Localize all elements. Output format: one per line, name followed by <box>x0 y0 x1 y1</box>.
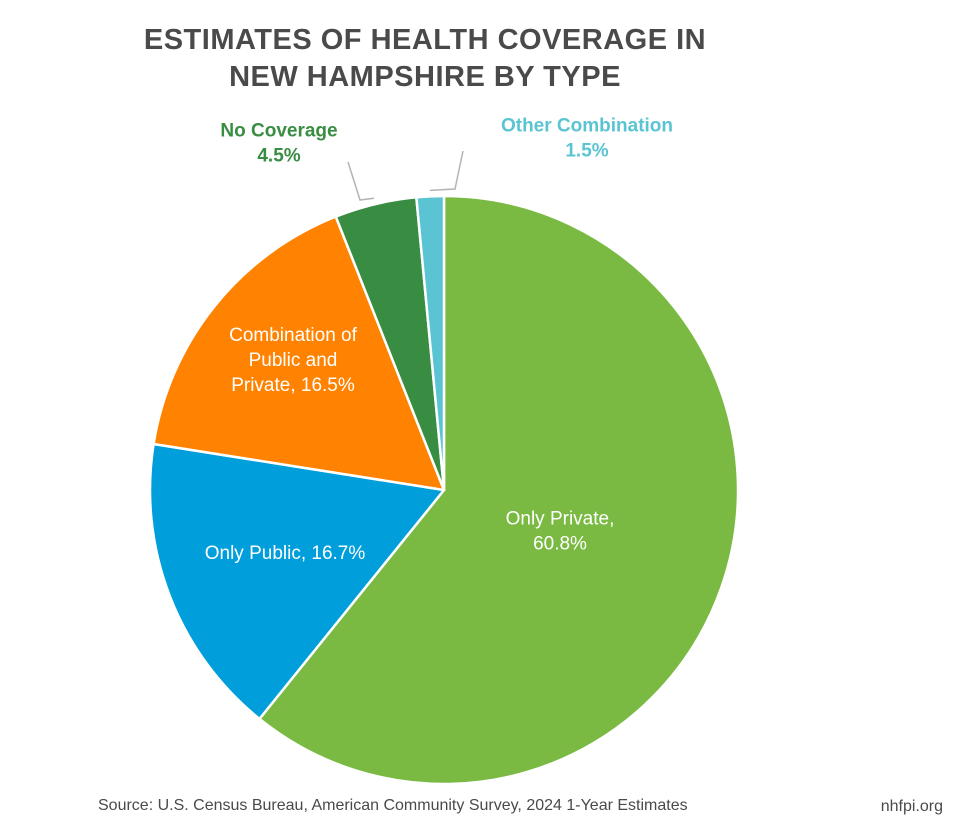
slice-label-line: Combination of <box>229 325 358 346</box>
slice-label-only-public: Only Public, 16.7% <box>205 543 366 564</box>
slice-label-line: Only Public, 16.7% <box>205 543 366 564</box>
pie-slice-combination-public-private <box>152 215 446 492</box>
slice-label-other-combination: Other Combination 1.5% <box>501 116 673 162</box>
chart-title: ESTIMATES OF HEALTH COVERAGE IN NEW HAMP… <box>30 22 820 96</box>
slice-label-line: No Coverage <box>220 121 337 142</box>
pie-slice-other-combination <box>415 194 446 492</box>
pie-slice-only-private <box>258 194 740 786</box>
source-note: Source: U.S. Census Bureau, American Com… <box>98 797 688 814</box>
leader-line-no-coverage <box>347 161 375 201</box>
slice-label-line: 4.5% <box>257 146 300 167</box>
slice-label-line: 1.5% <box>565 141 608 162</box>
slice-label-only-private: Only Private, 60.8% <box>506 509 615 555</box>
site-credit: nhfpi.org <box>880 798 943 815</box>
slice-label-no-coverage: No Coverage 4.5% <box>220 121 337 167</box>
chart-title-line-2: NEW HAMPSHIRE BY TYPE <box>229 61 621 93</box>
slice-label-line: Other Combination <box>501 116 673 137</box>
pie-slice-only-public <box>148 442 446 721</box>
slice-label-combination-public-private: Combination of Public and Private, 16.5% <box>229 325 358 396</box>
leader-line-other-combination <box>429 150 464 192</box>
chart-title-line-1: ESTIMATES OF HEALTH COVERAGE IN <box>143 24 707 56</box>
slice-label-line: Only Private, <box>506 509 615 530</box>
slice-label-line: Public and <box>249 350 338 371</box>
slice-label-line: Private, 16.5% <box>231 375 355 396</box>
slice-label-line: 60.8% <box>533 534 587 555</box>
